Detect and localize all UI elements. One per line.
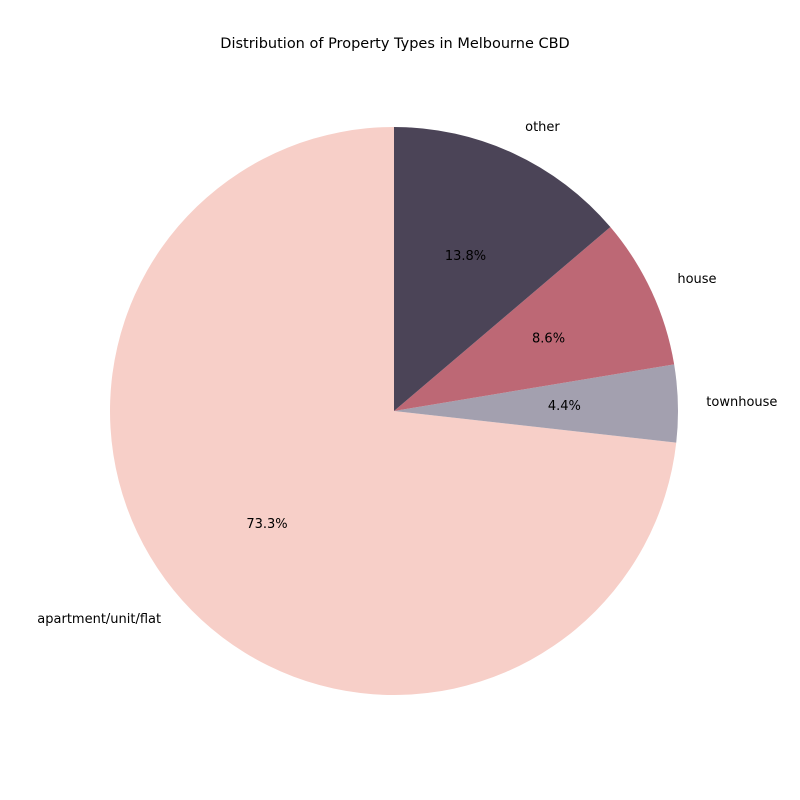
pie-slice-apartment-unit-flat: [110, 127, 677, 695]
slice-category-label: townhouse: [706, 395, 777, 410]
pie-slice-townhouse: [394, 364, 678, 443]
slice-category-label: house: [677, 272, 716, 287]
slice-percent-label: 73.3%: [246, 517, 287, 532]
pie-slice-house: [394, 227, 675, 411]
slice-percent-label: 8.6%: [532, 332, 565, 347]
slice-percent-label: 4.4%: [548, 399, 581, 414]
pie-labels: 73.3% apartment/unit/flat 4.4% townhouse 8.6…: [37, 120, 777, 627]
chart-title: Distribution of Property Types in Melbou…: [220, 36, 569, 52]
pie-slices: [110, 127, 678, 695]
slice-category-label: apartment/unit/flat: [37, 612, 161, 627]
slice-category-label: other: [525, 120, 560, 135]
pie-slice-other: [394, 127, 611, 411]
slice-percent-label: 13.8%: [445, 249, 486, 264]
